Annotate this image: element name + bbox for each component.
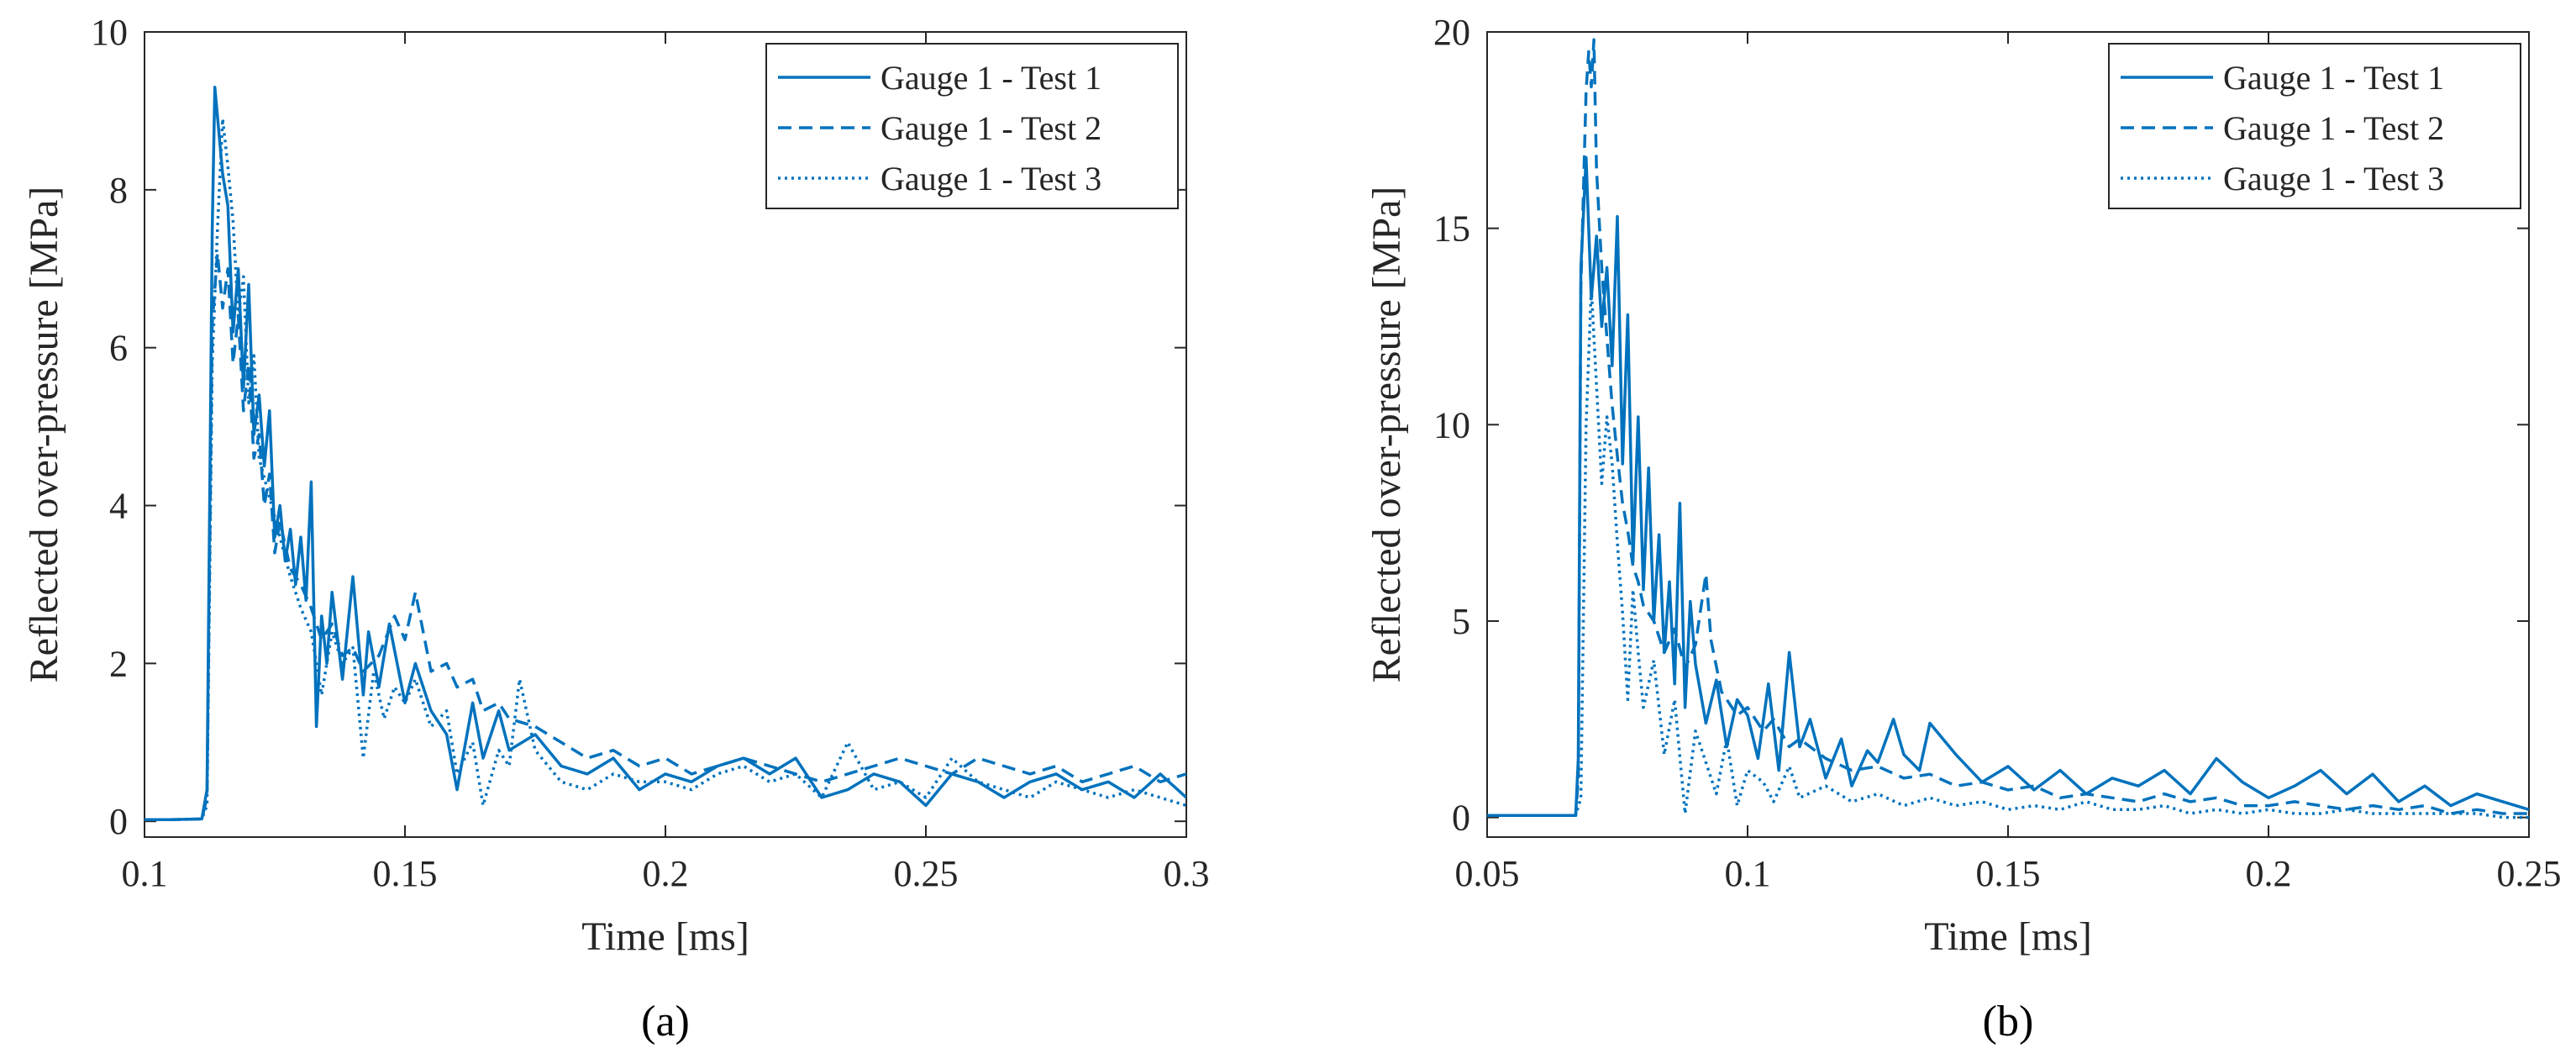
series-line-b-2 [1487, 38, 2529, 818]
x-axis-label-b: Time [ms] [1924, 914, 2092, 959]
x-tick-label-a: 0.25 [894, 853, 959, 894]
y-tick-label-b: 20 [1433, 12, 1470, 53]
y-tick-label-b: 0 [1452, 798, 1470, 839]
x-tick-label-b: 0.05 [1455, 853, 1520, 894]
y-tick-label-a: 8 [109, 170, 128, 211]
x-tick-label-a: 0.2 [643, 853, 689, 894]
x-tick-label-b: 0.25 [2497, 853, 2562, 894]
legend-label-a-1: Gauge 1 - Test 1 [881, 59, 1101, 97]
series-line-a-2 [145, 251, 1186, 822]
legend-a: Gauge 1 - Test 1 Gauge 1 - Test 2 Gauge 1 … [765, 43, 1179, 209]
series-group-a [145, 85, 1186, 822]
series-line-b-3 [1487, 286, 2529, 819]
legend-label-b-3: Gauge 1 - Test 3 [2223, 160, 2444, 198]
tick-labels-b: 0.05 0.1 0.15 0.2 0.25 0 5 10 15 20 [1433, 12, 2562, 894]
y-tick-label-a: 2 [109, 643, 128, 684]
y-tick-label-b: 10 [1433, 404, 1470, 445]
legend-b: Gauge 1 - Test 1 Gauge 1 - Test 2 Gauge 1 … [2108, 43, 2521, 209]
series-line-a-1 [145, 85, 1186, 822]
chart-panel-b: 0.05 0.1 0.15 0.2 0.25 0 5 10 15 20 Gauge 1 - Tes… [1364, 12, 2562, 1046]
y-tick-label-b: 5 [1452, 601, 1470, 642]
legend-label-a-2: Gauge 1 - Test 2 [881, 109, 1101, 147]
y-tick-label-a: 6 [109, 328, 128, 369]
series-line-b-1 [1487, 155, 2529, 818]
y-axis-label-b: Reflected over-pressure [MPa] [1364, 187, 1409, 683]
tick-labels-a: 0.1 0.15 0.2 0.25 0.3 0 2 4 6 8 10 [91, 12, 1210, 894]
x-tick-label-b: 0.15 [1976, 853, 2041, 894]
tick-marks-b [1486, 31, 2530, 837]
y-axis-label-a: Reflected over-pressure [MPa] [22, 187, 66, 683]
panel-label-b: (b) [1983, 998, 2034, 1046]
x-tick-label-b: 0.2 [2246, 853, 2292, 894]
chart-panel-a: 0.1 0.15 0.2 0.25 0.3 0 2 4 6 8 10 Gauge 1 - Test … [22, 12, 1210, 1046]
y-tick-label-a: 4 [109, 486, 128, 527]
x-tick-label-a: 0.1 [122, 853, 168, 894]
tick-marks-a [144, 31, 1187, 837]
legend-label-b-2: Gauge 1 - Test 2 [2223, 109, 2444, 147]
legend-label-a-3: Gauge 1 - Test 3 [881, 160, 1101, 198]
panel-label-a: (a) [641, 998, 690, 1046]
legend-box-b [2108, 43, 2521, 209]
x-tick-label-a: 0.15 [373, 853, 438, 894]
x-axis-label-a: Time [ms] [581, 914, 749, 959]
series-group-b [1487, 38, 2529, 819]
y-tick-label-b: 15 [1433, 208, 1470, 250]
y-tick-label-a: 0 [109, 801, 128, 842]
legend-label-b-1: Gauge 1 - Test 1 [2223, 59, 2444, 97]
x-tick-label-b: 0.1 [1725, 853, 1771, 894]
y-tick-label-a: 10 [91, 12, 128, 53]
x-tick-label-a: 0.3 [1164, 853, 1210, 894]
legend-box-a [765, 43, 1179, 209]
